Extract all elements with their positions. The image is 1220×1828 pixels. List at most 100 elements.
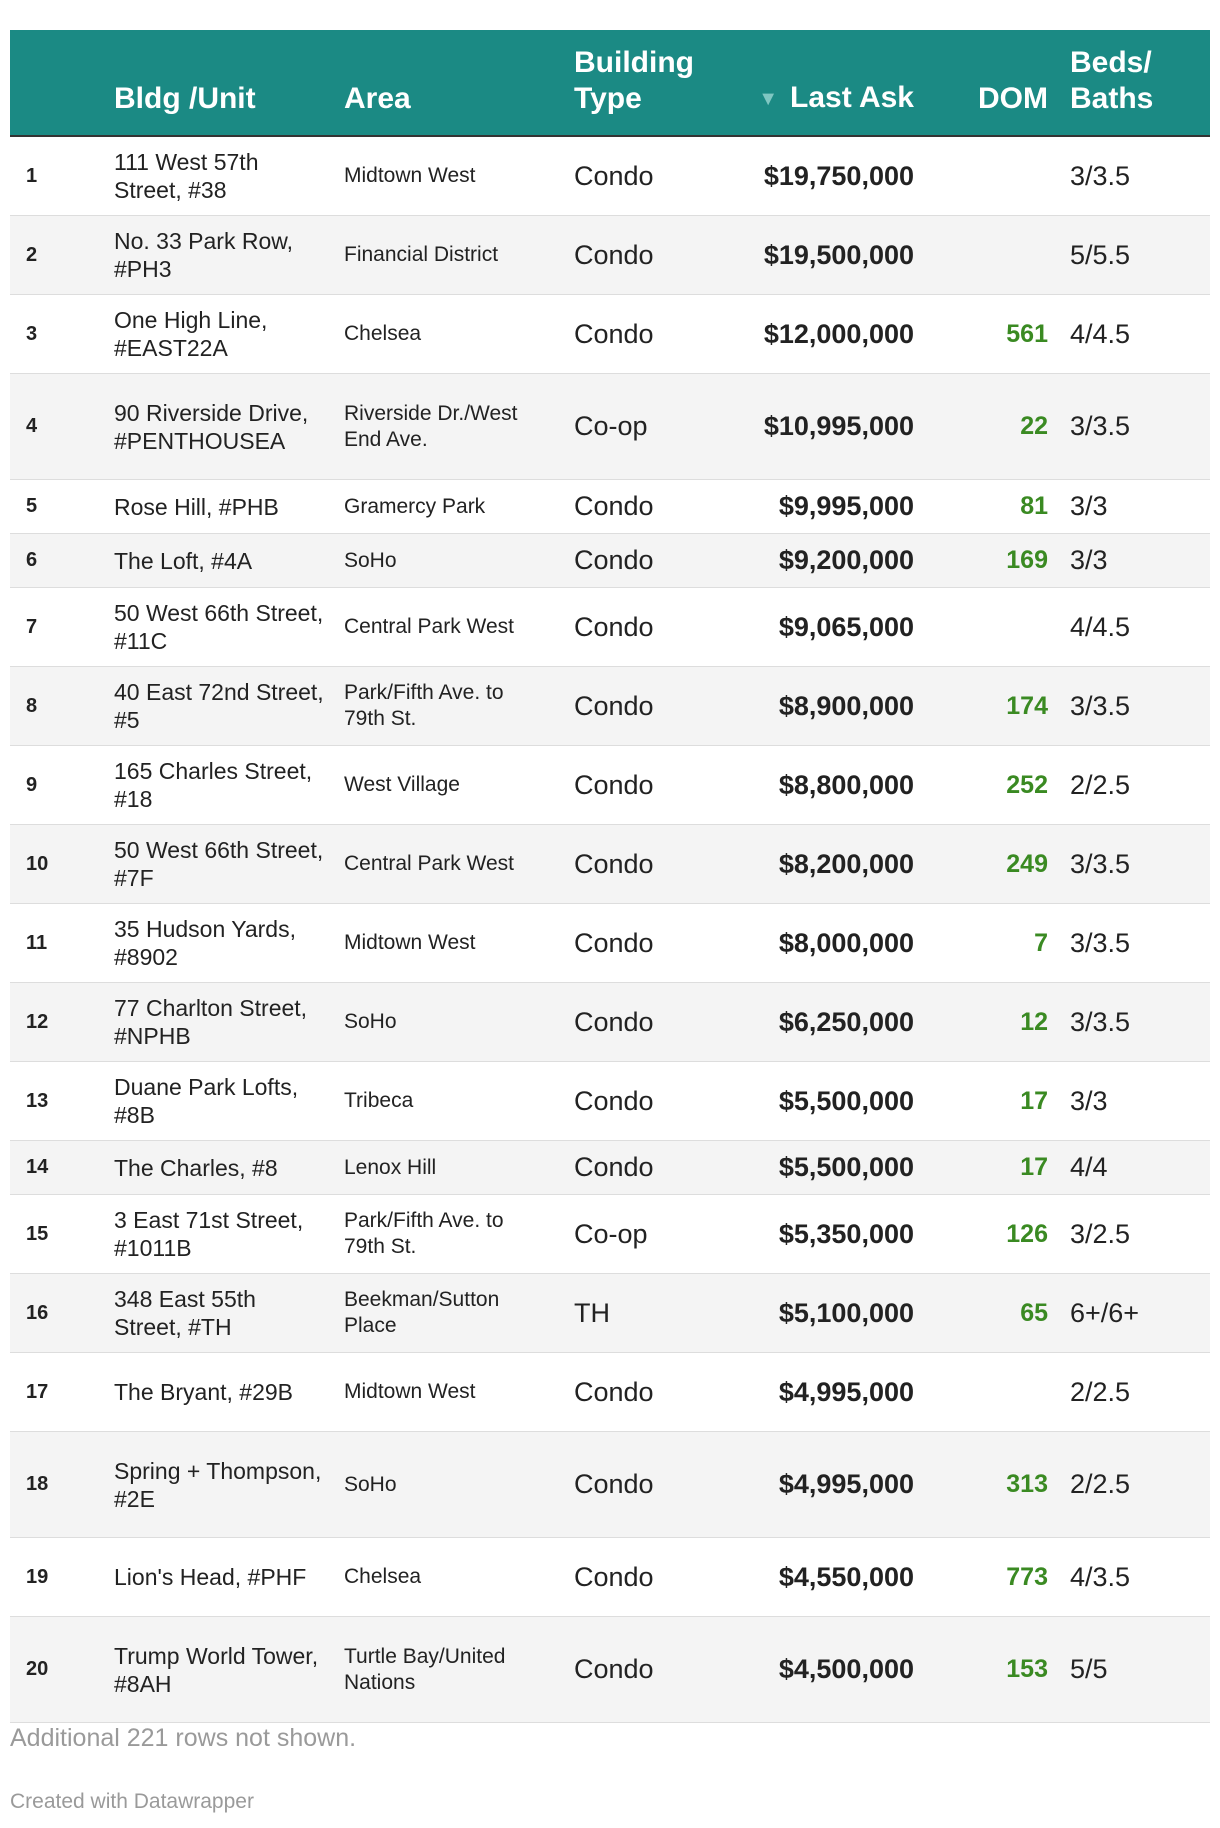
cell-beds-baths: 3/3.5	[1048, 982, 1210, 1062]
header-area[interactable]: Area	[344, 82, 411, 115]
cell-rank: 3	[10, 294, 114, 374]
cell-bldg-unit: 348 East 55th Street, #TH	[114, 1273, 344, 1353]
cell-dom: 7	[914, 903, 1048, 983]
cell-rank: 1	[10, 135, 114, 216]
cell-bldg-unit: Duane Park Lofts, #8B	[114, 1061, 344, 1141]
cell-bldg-unit: One High Line, #EAST22A	[114, 294, 344, 374]
cell-building-type: Condo	[574, 824, 709, 904]
cell-rank: 17	[10, 1352, 114, 1432]
cell-rank: 2	[10, 215, 114, 295]
cell-building-type: Co-op	[574, 373, 709, 480]
header-beds-baths[interactable]: Beds/ Baths	[1070, 46, 1154, 115]
table-row: 16 348 East 55th Street, #TH Beekman/Sutto…	[10, 1273, 1210, 1353]
cell-rank: 8	[10, 666, 114, 746]
cell-beds-baths: 3/3.5	[1048, 903, 1210, 983]
cell-dom: 12	[914, 982, 1048, 1062]
cell-dom	[914, 135, 1048, 216]
cell-last-ask: $9,995,000	[709, 479, 914, 534]
cell-beds-baths: 2/2.5	[1048, 745, 1210, 825]
table-row: 19 Lion's Head, #PHF Chelsea Condo $4,550,00…	[10, 1537, 1210, 1617]
cell-rank: 4	[10, 373, 114, 480]
cell-beds-baths: 3/3.5	[1048, 373, 1210, 480]
table-row: 13 Duane Park Lofts, #8B Tribeca Condo $5,50…	[10, 1061, 1210, 1141]
cell-last-ask: $5,500,000	[709, 1140, 914, 1195]
table-row: 18 Spring + Thompson, #2E SoHo Condo $4,995,…	[10, 1431, 1210, 1538]
cell-dom: 313	[914, 1431, 1048, 1538]
cell-area: Financial District	[344, 215, 574, 295]
cell-area: Park/Fifth Ave. to 79th St.	[344, 1194, 574, 1274]
table-row: 17 The Bryant, #29B Midtown West Condo $4,99…	[10, 1352, 1210, 1432]
cell-dom	[914, 587, 1048, 667]
cell-dom: 773	[914, 1537, 1048, 1617]
cell-last-ask: $5,350,000	[709, 1194, 914, 1274]
table-row: 8 40 East 72nd Street, #5 Park/Fifth Ave. …	[10, 666, 1210, 746]
cell-area: Lenox Hill	[344, 1140, 574, 1195]
table-row: 14 The Charles, #8 Lenox Hill Condo $5,500,0…	[10, 1140, 1210, 1195]
cell-beds-baths: 5/5.5	[1048, 215, 1210, 295]
cell-beds-baths: 6+/6+	[1048, 1273, 1210, 1353]
header-building-type[interactable]: Building Type	[574, 46, 694, 115]
cell-building-type: Condo	[574, 587, 709, 667]
cell-dom: 81	[914, 479, 1048, 534]
header-bldg-unit[interactable]: Bldg /Unit	[114, 82, 256, 115]
cell-bldg-unit: 77 Charlton Street, #NPHB	[114, 982, 344, 1062]
cell-bldg-unit: 111 West 57th Street, #38	[114, 135, 344, 216]
cell-last-ask: $4,550,000	[709, 1537, 914, 1617]
cell-area: Turtle Bay/United Nations	[344, 1616, 574, 1723]
table-header-row: Bldg /Unit Area Building Type ▼ Last Ask …	[10, 30, 1210, 136]
cell-area: Beekman/Sutton Place	[344, 1273, 574, 1353]
cell-building-type: TH	[574, 1273, 709, 1353]
table-row: 10 50 West 66th Street, #7F Central Park W…	[10, 824, 1210, 904]
cell-last-ask: $12,000,000	[709, 294, 914, 374]
cell-building-type: Condo	[574, 294, 709, 374]
sort-desc-icon: ▼	[758, 88, 779, 110]
cell-bldg-unit: 165 Charles Street, #18	[114, 745, 344, 825]
cell-last-ask: $8,900,000	[709, 666, 914, 746]
cell-rank: 5	[10, 479, 114, 534]
cell-bldg-unit: No. 33 Park Row, #PH3	[114, 215, 344, 295]
table-row: 4 90 Riverside Drive, #PENTHOUSEA Riversid…	[10, 373, 1210, 480]
cell-last-ask: $4,995,000	[709, 1431, 914, 1538]
table-row: 9 165 Charles Street, #18 West Village Cond…	[10, 745, 1210, 825]
cell-bldg-unit: 50 West 66th Street, #7F	[114, 824, 344, 904]
cell-dom: 65	[914, 1273, 1048, 1353]
cell-area: Midtown West	[344, 135, 574, 216]
cell-bldg-unit: Spring + Thompson, #2E	[114, 1431, 344, 1538]
cell-beds-baths: 2/2.5	[1048, 1352, 1210, 1432]
cell-bldg-unit: Trump World Tower, #8AH	[114, 1616, 344, 1723]
cell-area: Riverside Dr./West End Ave.	[344, 373, 574, 480]
cell-bldg-unit: Lion's Head, #PHF	[114, 1537, 344, 1617]
cell-beds-baths: 4/4.5	[1048, 587, 1210, 667]
table-container: Bldg /Unit Area Building Type ▼ Last Ask …	[10, 30, 1210, 1723]
footnote: Additional 221 rows not shown.	[10, 1724, 357, 1752]
cell-area: Chelsea	[344, 1537, 574, 1617]
cell-dom: 249	[914, 824, 1048, 904]
cell-last-ask: $6,250,000	[709, 982, 914, 1062]
cell-last-ask: $10,995,000	[709, 373, 914, 480]
header-dom[interactable]: DOM	[978, 82, 1048, 115]
header-last-ask[interactable]: ▼ Last Ask	[709, 30, 914, 136]
listings-table: Bldg /Unit Area Building Type ▼ Last Ask …	[10, 30, 1210, 1723]
cell-beds-baths: 4/3.5	[1048, 1537, 1210, 1617]
cell-bldg-unit: Rose Hill, #PHB	[114, 479, 344, 534]
cell-building-type: Co-op	[574, 1194, 709, 1274]
cell-building-type: Condo	[574, 479, 709, 534]
cell-area: SoHo	[344, 1431, 574, 1538]
header-last-ask-label: Last Ask	[790, 80, 914, 114]
table-row: 20 Trump World Tower, #8AH Turtle Bay/Unit…	[10, 1616, 1210, 1723]
cell-dom: 169	[914, 533, 1048, 588]
cell-building-type: Condo	[574, 533, 709, 588]
table-row: 2 No. 33 Park Row, #PH3 Financial District…	[10, 215, 1210, 295]
cell-beds-baths: 5/5	[1048, 1616, 1210, 1723]
cell-last-ask: $8,200,000	[709, 824, 914, 904]
cell-area: Park/Fifth Ave. to 79th St.	[344, 666, 574, 746]
cell-bldg-unit: 40 East 72nd Street, #5	[114, 666, 344, 746]
cell-beds-baths: 3/2.5	[1048, 1194, 1210, 1274]
cell-building-type: Condo	[574, 1537, 709, 1617]
cell-last-ask: $19,750,000	[709, 135, 914, 216]
cell-dom: 252	[914, 745, 1048, 825]
cell-last-ask: $8,800,000	[709, 745, 914, 825]
cell-area: Central Park West	[344, 587, 574, 667]
credit-link[interactable]: Created with Datawrapper	[10, 1790, 254, 1813]
cell-beds-baths: 3/3.5	[1048, 135, 1210, 216]
